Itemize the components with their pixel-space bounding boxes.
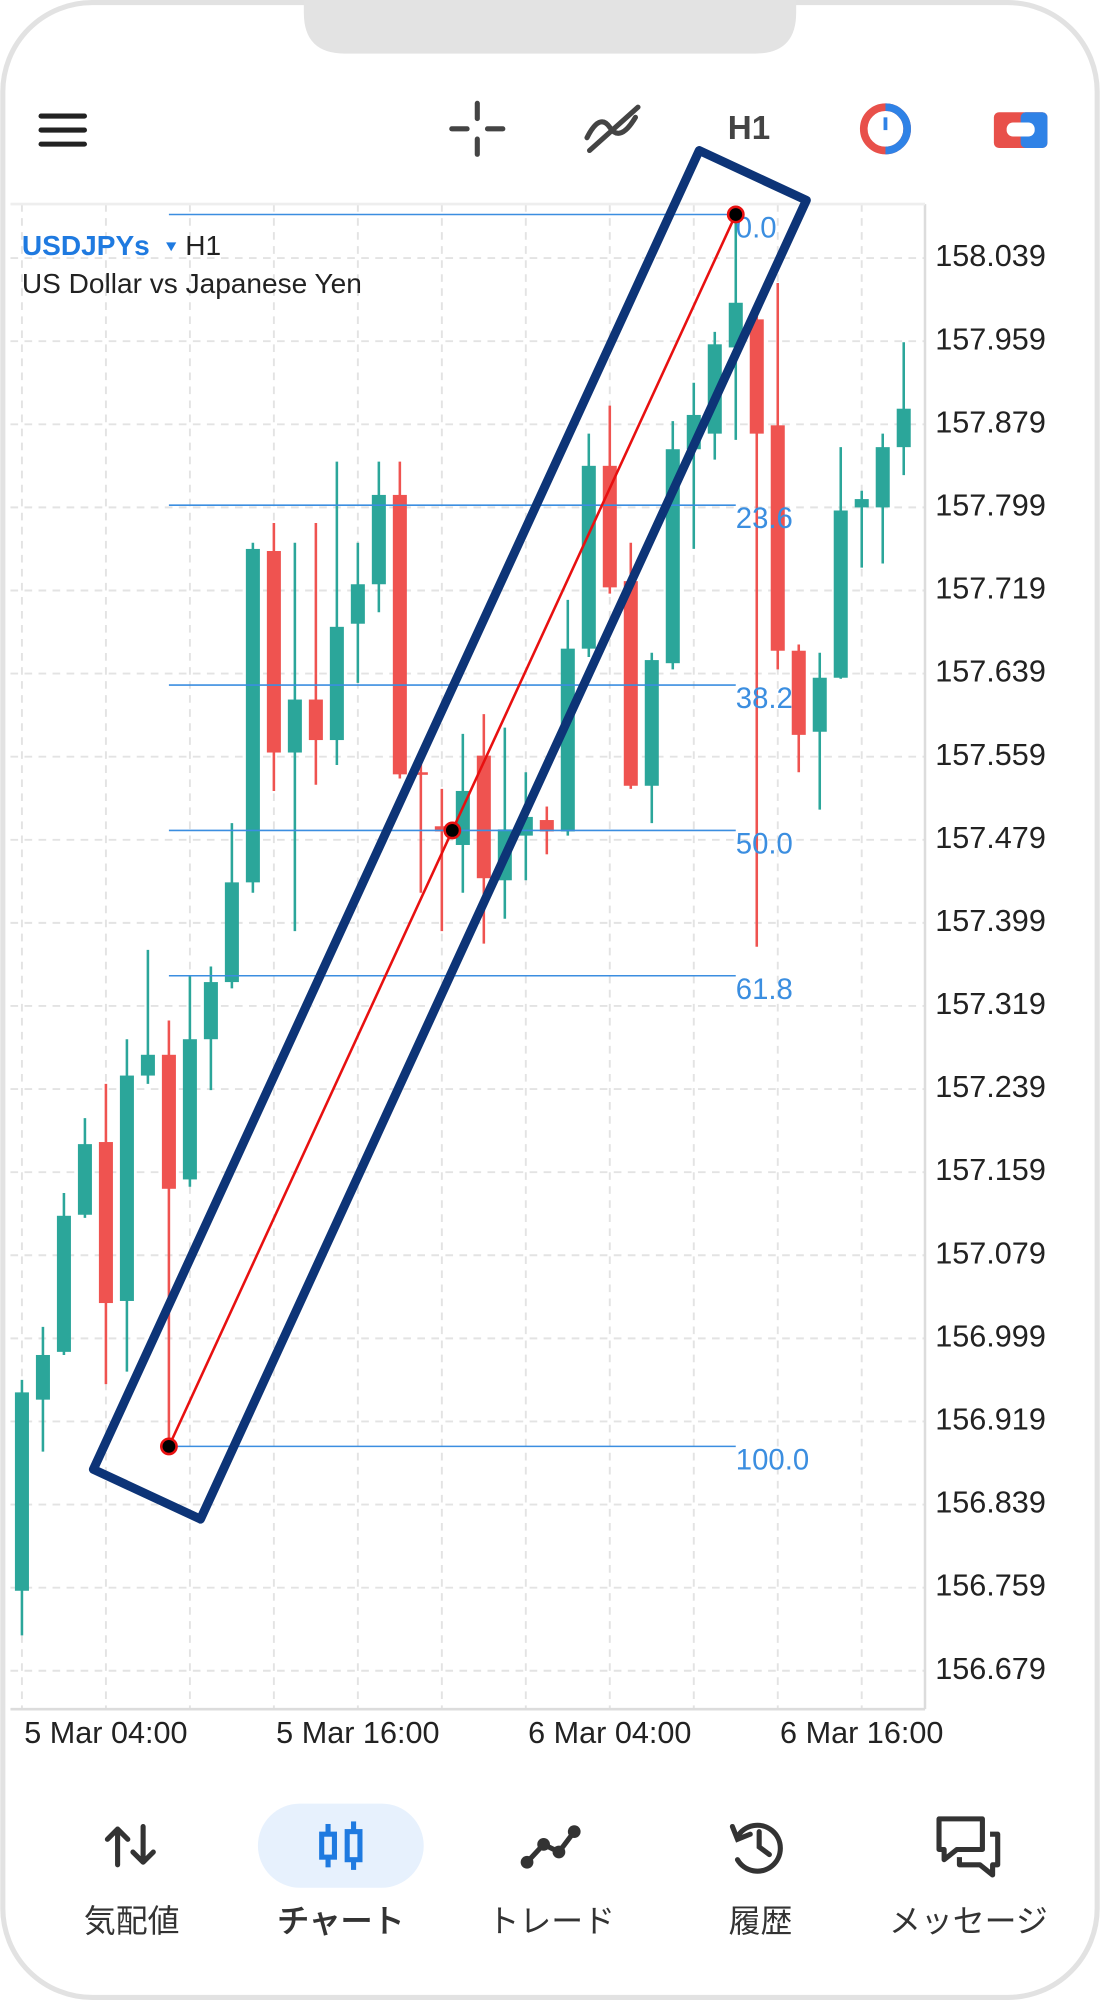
- timeframe-button[interactable]: H1: [728, 110, 770, 147]
- candle-body: [770, 425, 785, 651]
- fib-anchor[interactable]: [443, 821, 462, 840]
- y-tick-label: 156.759: [935, 1569, 1046, 1603]
- symbol[interactable]: USDJPYs: [22, 230, 150, 261]
- y-tick-label: 157.159: [935, 1153, 1046, 1187]
- trade-icon[interactable]: [520, 1825, 581, 1869]
- chart-icon[interactable]: [319, 1821, 363, 1870]
- x-tick-label: 6 Mar 16:00: [780, 1716, 943, 1750]
- nav-active-pill: [257, 1803, 424, 1888]
- candle-body: [266, 551, 281, 753]
- x-tick-label: 5 Mar 04:00: [24, 1716, 187, 1750]
- candle-body: [581, 465, 596, 649]
- hamburger-icon[interactable]: [38, 113, 87, 147]
- candle-body: [560, 648, 575, 832]
- history-icon[interactable]: [729, 1822, 783, 1874]
- nav-label[interactable]: 気配値: [84, 1903, 180, 1939]
- y-tick-label: 156.679: [935, 1652, 1046, 1686]
- symbol-dropdown[interactable]: [166, 242, 177, 252]
- chart-timeframe: H1: [185, 230, 221, 261]
- candle-body: [644, 660, 659, 786]
- candle-body: [623, 581, 638, 786]
- y-tick-label: 157.479: [935, 821, 1046, 855]
- bottom-nav: 気配値 チャート トレード 履歴 メッセージ: [84, 1903, 1048, 1939]
- candle-body: [140, 1054, 155, 1076]
- candle-body: [539, 820, 554, 832]
- y-tick-label: 157.879: [935, 405, 1046, 439]
- symbol-description: US Dollar vs Japanese Yen: [22, 268, 362, 299]
- fib-anchor[interactable]: [726, 205, 745, 224]
- candle-body: [98, 1142, 113, 1304]
- fib-level-label: 50.0: [736, 827, 793, 860]
- candle-body: [14, 1392, 29, 1591]
- candle-body: [77, 1144, 92, 1215]
- y-tick-label: 157.079: [935, 1236, 1046, 1270]
- candle-body: [413, 772, 428, 775]
- y-tick-label: 157.799: [935, 488, 1046, 522]
- candle-body: [182, 1039, 197, 1180]
- messages-icon[interactable]: [936, 1816, 1001, 1878]
- candle-body: [371, 494, 386, 585]
- indicator-icon[interactable]: [584, 104, 641, 154]
- fib-level-label: 100.0: [736, 1443, 809, 1476]
- y-tick-label: 156.839: [935, 1486, 1046, 1520]
- candle-body: [791, 650, 806, 735]
- fib-level-label: 23.6: [736, 502, 793, 535]
- account-icon[interactable]: [993, 112, 1048, 148]
- candle-body: [161, 1054, 176, 1189]
- x-tick-label: 6 Mar 04:00: [528, 1716, 691, 1750]
- crosshair-icon[interactable]: [449, 100, 506, 157]
- candle-body: [812, 677, 827, 732]
- candle-body: [350, 584, 365, 624]
- y-tick-label: 158.039: [935, 239, 1046, 273]
- y-tick-label: 157.719: [935, 572, 1046, 606]
- candle-body: [224, 882, 239, 983]
- candle-body: [308, 699, 323, 741]
- nav-label[interactable]: メッセージ: [889, 1903, 1048, 1939]
- trade-timer-icon[interactable]: [859, 103, 911, 155]
- candle-body: [875, 447, 890, 508]
- highlight-frame: [88, 146, 811, 1524]
- y-tick-label: 157.559: [935, 738, 1046, 772]
- nav-label[interactable]: トレード: [488, 1903, 616, 1939]
- fib-anchor[interactable]: [159, 1437, 178, 1456]
- candle-body: [203, 982, 218, 1040]
- candle-body: [854, 499, 869, 508]
- candle-body: [602, 465, 617, 588]
- y-tick-label: 157.399: [935, 904, 1046, 938]
- candle-body: [119, 1075, 134, 1301]
- fib-level-label: 38.2: [736, 682, 793, 715]
- y-tick-label: 157.639: [935, 655, 1046, 689]
- candle-body: [245, 548, 260, 883]
- y-tick-label: 156.999: [935, 1319, 1046, 1353]
- quotes-icon[interactable]: [104, 1823, 156, 1868]
- candle-body: [392, 494, 407, 775]
- candle-body: [896, 408, 911, 448]
- fib-level-label: 61.8: [736, 973, 793, 1006]
- y-tick-label: 157.319: [935, 987, 1046, 1021]
- notch: [303, 0, 797, 54]
- candle-body: [476, 755, 491, 879]
- y-tick-label: 157.959: [935, 322, 1046, 356]
- nav-label[interactable]: 履歴: [729, 1903, 793, 1939]
- chart: 158.039 157.959 157.879 157.799 157.719 157.6…: [10, 202, 1046, 1750]
- candle-body: [833, 510, 848, 678]
- y-tick-label: 157.239: [935, 1070, 1046, 1104]
- candle-body: [329, 626, 344, 741]
- candle-body: [56, 1215, 71, 1352]
- candle-body: [749, 319, 764, 434]
- candle-body: [434, 826, 449, 832]
- y-tick-label: 156.919: [935, 1403, 1046, 1437]
- candle-body: [287, 699, 302, 753]
- candle-body: [35, 1354, 50, 1400]
- x-tick-label: 5 Mar 16:00: [276, 1716, 439, 1750]
- nav-label[interactable]: チャート: [277, 1903, 404, 1939]
